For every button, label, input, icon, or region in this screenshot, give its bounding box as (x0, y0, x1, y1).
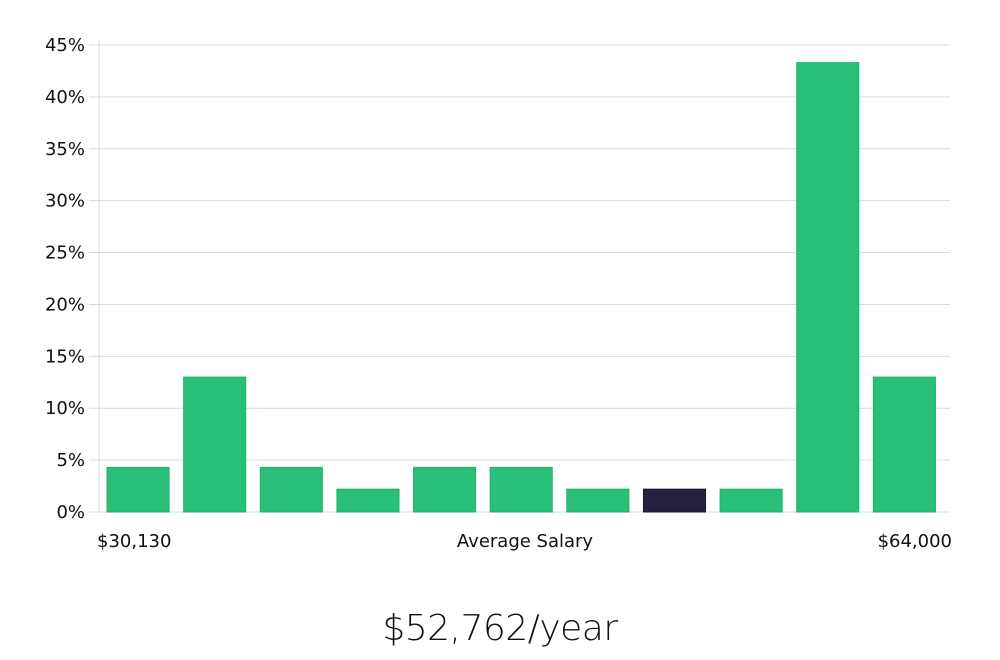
x-max-label: $64,000 (878, 531, 952, 552)
average-salary-value: $52,762/year (382, 608, 618, 649)
y-tick-label: 40% (45, 87, 85, 108)
bars (106, 62, 936, 513)
bar (413, 466, 477, 513)
y-tick-label: 0% (56, 502, 85, 523)
bar (796, 62, 860, 513)
bar (719, 488, 783, 513)
y-tick-label: 25% (45, 243, 85, 264)
x-axis-label: Average Salary (457, 531, 594, 552)
y-tick-label: 10% (45, 398, 85, 419)
y-tick-label: 35% (45, 139, 85, 160)
y-axis-ticks: 0% 5% 10% 15% 20% 25% 30% 35% 40% 45% (45, 35, 85, 523)
y-tick-label: 5% (56, 450, 85, 471)
bar (183, 376, 247, 513)
bar (872, 376, 936, 513)
bar (566, 488, 630, 513)
x-min-label: $30,130 (97, 531, 171, 552)
bar (336, 488, 400, 513)
salary-histogram: 0% 5% 10% 15% 20% 25% 30% 35% 40% 45% $30,130 Ave… (45, 35, 952, 552)
bar-highlighted (642, 488, 707, 513)
y-tick-label: 45% (45, 35, 85, 56)
bar (106, 466, 170, 513)
bar (489, 466, 553, 513)
bar (259, 466, 323, 513)
y-tick-label: 30% (45, 191, 85, 212)
y-tick-label: 15% (45, 346, 85, 367)
y-tick-label: 20% (45, 294, 85, 315)
